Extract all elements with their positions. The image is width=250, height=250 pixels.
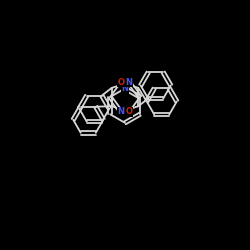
Text: N: N <box>126 78 132 87</box>
Text: O: O <box>118 78 124 87</box>
Text: N: N <box>122 84 128 93</box>
Text: N: N <box>118 108 124 116</box>
Text: O: O <box>126 108 132 116</box>
